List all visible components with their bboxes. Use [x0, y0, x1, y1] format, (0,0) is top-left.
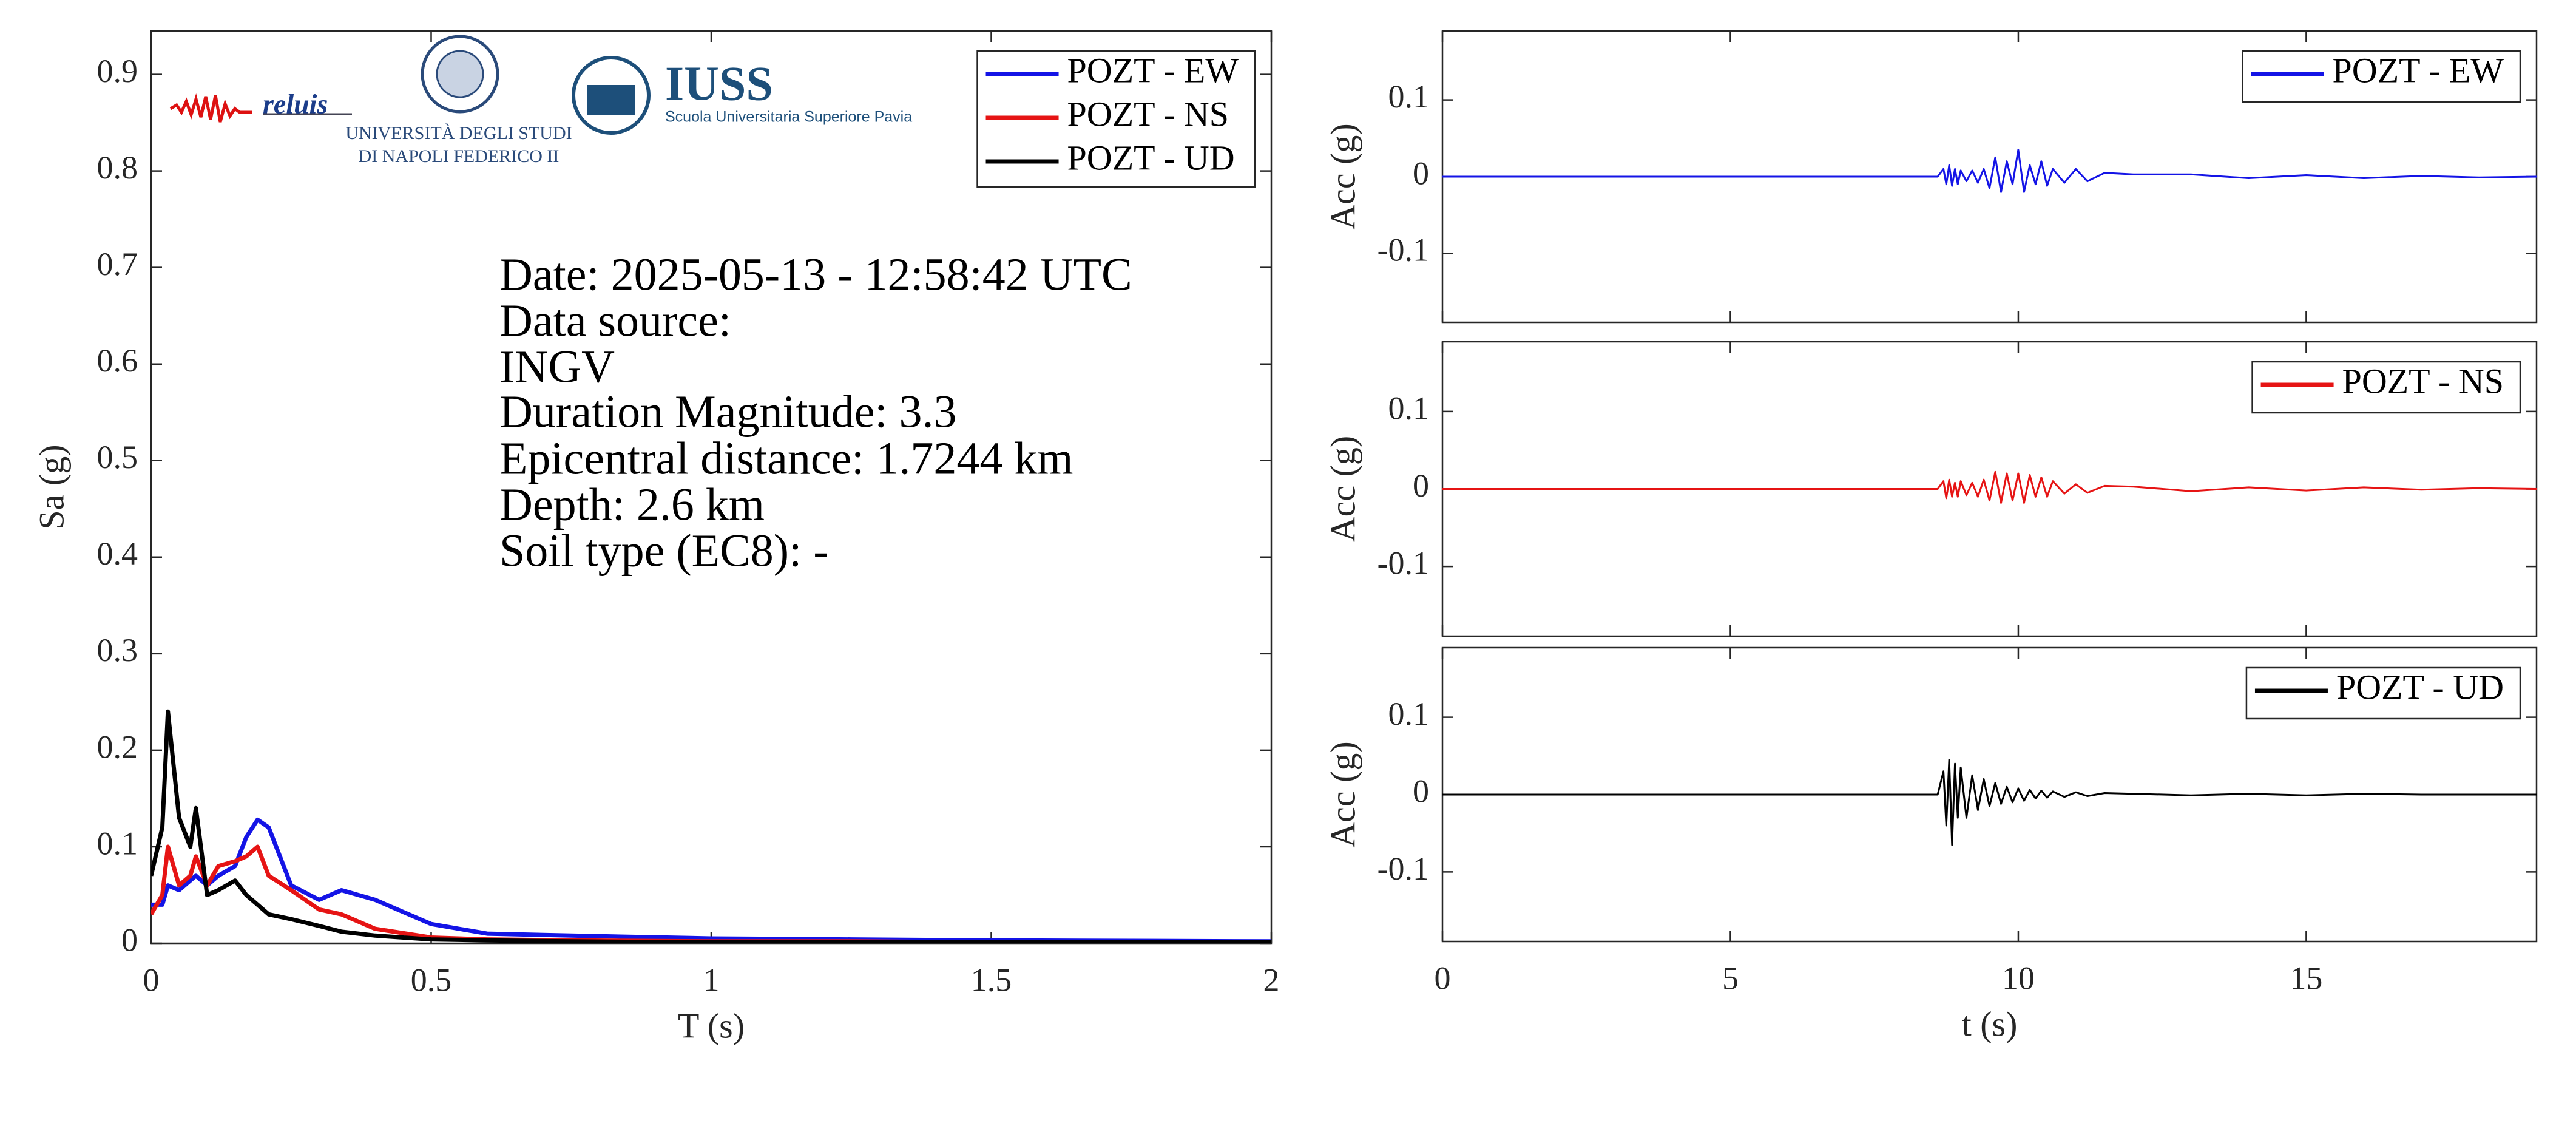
legend: POZT - UD — [2245, 666, 2521, 720]
legend-box — [2251, 361, 2521, 414]
x-tick-label: 1.5 — [971, 962, 1012, 998]
series-line — [1442, 759, 2537, 846]
logo-text: reluis — [263, 89, 328, 120]
logo-text: UNIVERSITÀ DEGLI STUDI — [345, 123, 572, 143]
x-axis-label: T (s) — [678, 1006, 745, 1045]
logos: reluis UNIVERSITÀ DEGLI STUDI DI NAPOLI … — [169, 35, 912, 166]
y-tick-label: 0 — [1413, 773, 1429, 809]
logo-building — [587, 85, 635, 115]
y-tick-label: -0.1 — [1378, 232, 1429, 268]
y-tick-label: 0.1 — [97, 825, 138, 861]
y-axis-label: Acc (g) — [1323, 123, 1362, 230]
annotation: Soil type (EC8): - — [499, 525, 829, 576]
x-tick-label: 10 — [2002, 960, 2035, 996]
y-tick-label: 0.2 — [97, 728, 138, 765]
y-tick-label: 0.4 — [97, 535, 138, 572]
x-tick-label: 0.5 — [411, 962, 452, 998]
y-tick-label: 0.5 — [97, 439, 138, 475]
y-tick-label: 0.6 — [97, 342, 138, 379]
y-axis-label: Acc (g) — [1323, 741, 1362, 848]
legend-label: POZT - UD — [1067, 138, 1235, 177]
y-tick-label: 0.7 — [97, 246, 138, 282]
y-tick-label: -0.1 — [1378, 545, 1429, 582]
legend: POZT - NS — [2251, 361, 2521, 414]
legend-label: POZT - EW — [1067, 50, 1239, 90]
series-line — [1442, 149, 2537, 193]
y-tick-label: 0 — [1413, 155, 1429, 191]
x-tick-label: 1 — [703, 962, 720, 998]
y-tick-label: 0 — [1413, 467, 1429, 504]
logo-text: IUSS — [665, 57, 773, 110]
logo-wave — [169, 93, 252, 123]
logo-text: DI NAPOLI FEDERICO II — [359, 146, 559, 166]
logo-crest — [572, 56, 651, 135]
x-tick-label: 5 — [1722, 960, 1739, 996]
y-tick-label: 0.3 — [97, 632, 138, 668]
y-tick-label: 0.1 — [1388, 696, 1430, 732]
x-tick-label: 0 — [143, 962, 160, 998]
legend: POZT - EW — [2242, 50, 2521, 103]
y-tick-label: 0.1 — [1388, 78, 1430, 115]
x-tick-label: 15 — [2290, 960, 2322, 996]
annotation: Epicentral distance: 1.7244 km — [499, 433, 1073, 484]
series-line — [151, 817, 1271, 943]
x-axis-label: t (s) — [1962, 1004, 2018, 1043]
y-tick-label: 0.8 — [97, 149, 138, 186]
y-tick-label: 0.1 — [1388, 390, 1430, 426]
logo-text: Scuola Universitaria Superiore Pavia — [665, 109, 912, 126]
legend-label: POZT - NS — [1067, 94, 1229, 134]
legend-label: POZT - EW — [2333, 50, 2504, 90]
y-tick-label: 0 — [121, 921, 138, 958]
legend-label: POZT - NS — [2342, 361, 2504, 401]
x-tick-label: 2 — [1263, 962, 1280, 998]
annotation: Data source: — [499, 295, 731, 346]
y-axis-label: Sa (g) — [32, 444, 71, 529]
annotation: Depth: 2.6 km — [499, 479, 765, 530]
series-line — [1442, 470, 2537, 504]
x-tick-label: 0 — [1435, 960, 1451, 996]
y-axis-label: Acc (g) — [1323, 436, 1362, 543]
legend-label: POZT - UD — [2336, 667, 2504, 707]
logo-crest — [421, 35, 499, 114]
annotation: Duration Magnitude: 3.3 — [499, 386, 957, 437]
legend-box — [2245, 666, 2521, 720]
logo-crest-inner — [436, 50, 484, 98]
annotation: Date: 2025-05-13 - 12:58:42 UTC — [499, 249, 1132, 300]
y-tick-label: -0.1 — [1378, 850, 1429, 887]
series-line — [151, 709, 1271, 943]
legend-box — [2242, 50, 2521, 103]
y-tick-label: 0.9 — [97, 53, 138, 89]
annotation: INGV — [499, 341, 615, 392]
